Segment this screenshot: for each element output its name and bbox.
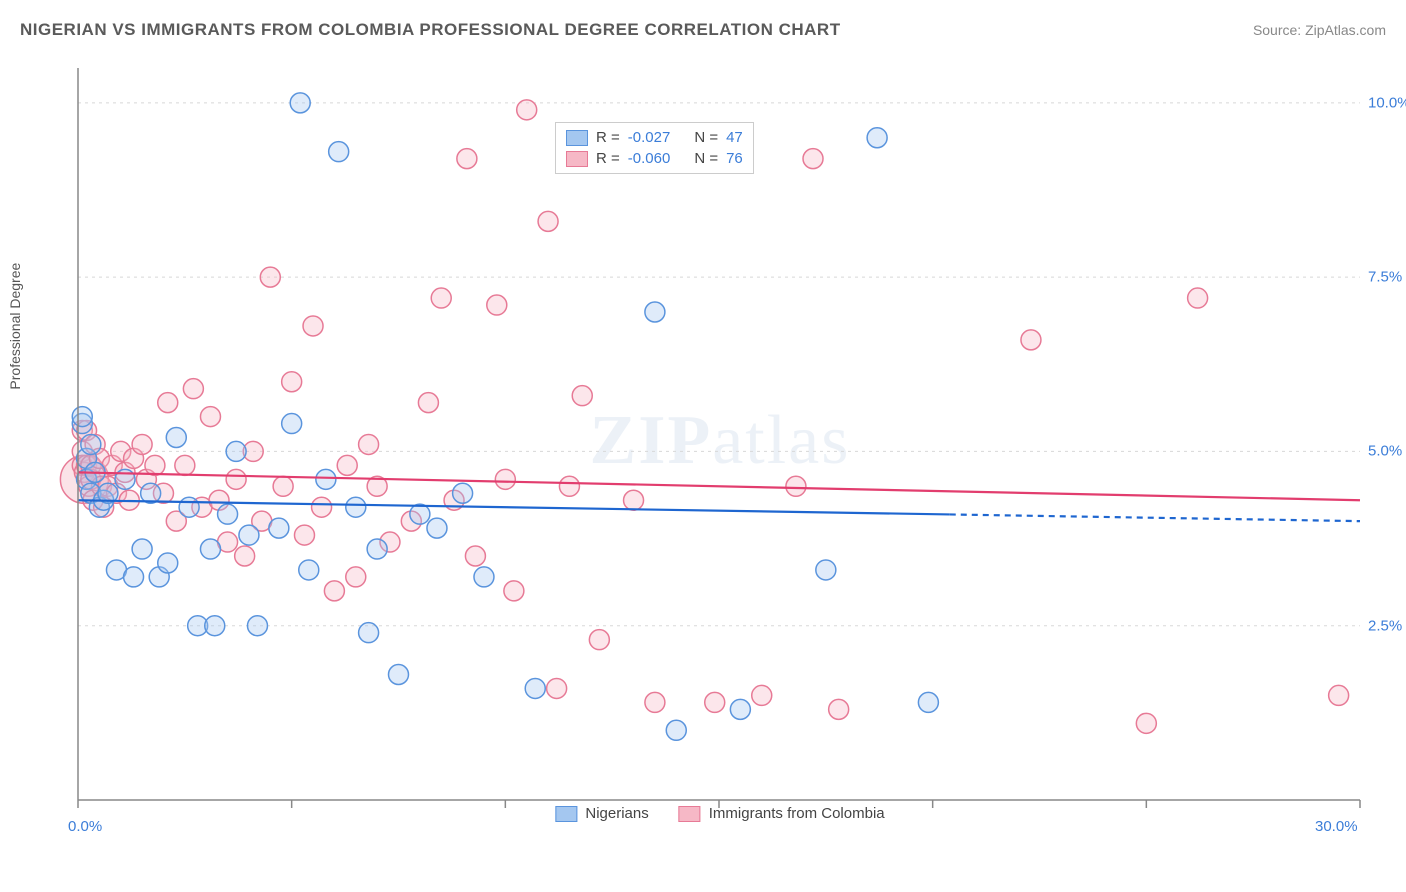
- y-axis-label: Professional Degree: [7, 263, 23, 390]
- legend-swatch-colombia: [679, 806, 701, 822]
- y-tick-label: 10.0%: [1368, 94, 1406, 111]
- y-tick-label: 5.0%: [1368, 443, 1402, 460]
- stats-r-label: R =: [596, 150, 620, 167]
- legend-item-nigerians: Nigerians: [555, 805, 648, 822]
- scatter-plot: [50, 60, 1390, 830]
- stats-n-label: N =: [694, 150, 718, 167]
- legend-swatch-nigerians: [566, 130, 588, 146]
- stats-row: R = -0.027 N = 47: [566, 127, 743, 148]
- legend-label: Nigerians: [585, 805, 648, 822]
- y-tick-label: 2.5%: [1368, 617, 1402, 634]
- stats-r-value: -0.027: [628, 129, 671, 146]
- chart-area: ZIPatlas Professional Degree 10.0% 7.5% …: [50, 60, 1390, 830]
- stats-n-value: 47: [726, 129, 743, 146]
- stats-r-label: R =: [596, 129, 620, 146]
- x-tick-min-label: 0.0%: [68, 818, 102, 835]
- stats-row: R = -0.060 N = 76: [566, 148, 743, 169]
- source-attribution: Source: ZipAtlas.com: [1253, 22, 1386, 38]
- stats-legend: R = -0.027 N = 47 R = -0.060 N = 76: [555, 122, 754, 174]
- stats-n-label: N =: [694, 129, 718, 146]
- legend-label: Immigrants from Colombia: [709, 805, 885, 822]
- legend-swatch-nigerians: [555, 806, 577, 822]
- legend-item-colombia: Immigrants from Colombia: [679, 805, 885, 822]
- y-tick-label: 7.5%: [1368, 269, 1402, 286]
- bottom-legend: Nigerians Immigrants from Colombia: [555, 805, 884, 822]
- x-tick-max-label: 30.0%: [1315, 818, 1358, 835]
- stats-n-value: 76: [726, 150, 743, 167]
- stats-r-value: -0.060: [628, 150, 671, 167]
- chart-title: NIGERIAN VS IMMIGRANTS FROM COLOMBIA PRO…: [20, 20, 841, 40]
- legend-swatch-colombia: [566, 151, 588, 167]
